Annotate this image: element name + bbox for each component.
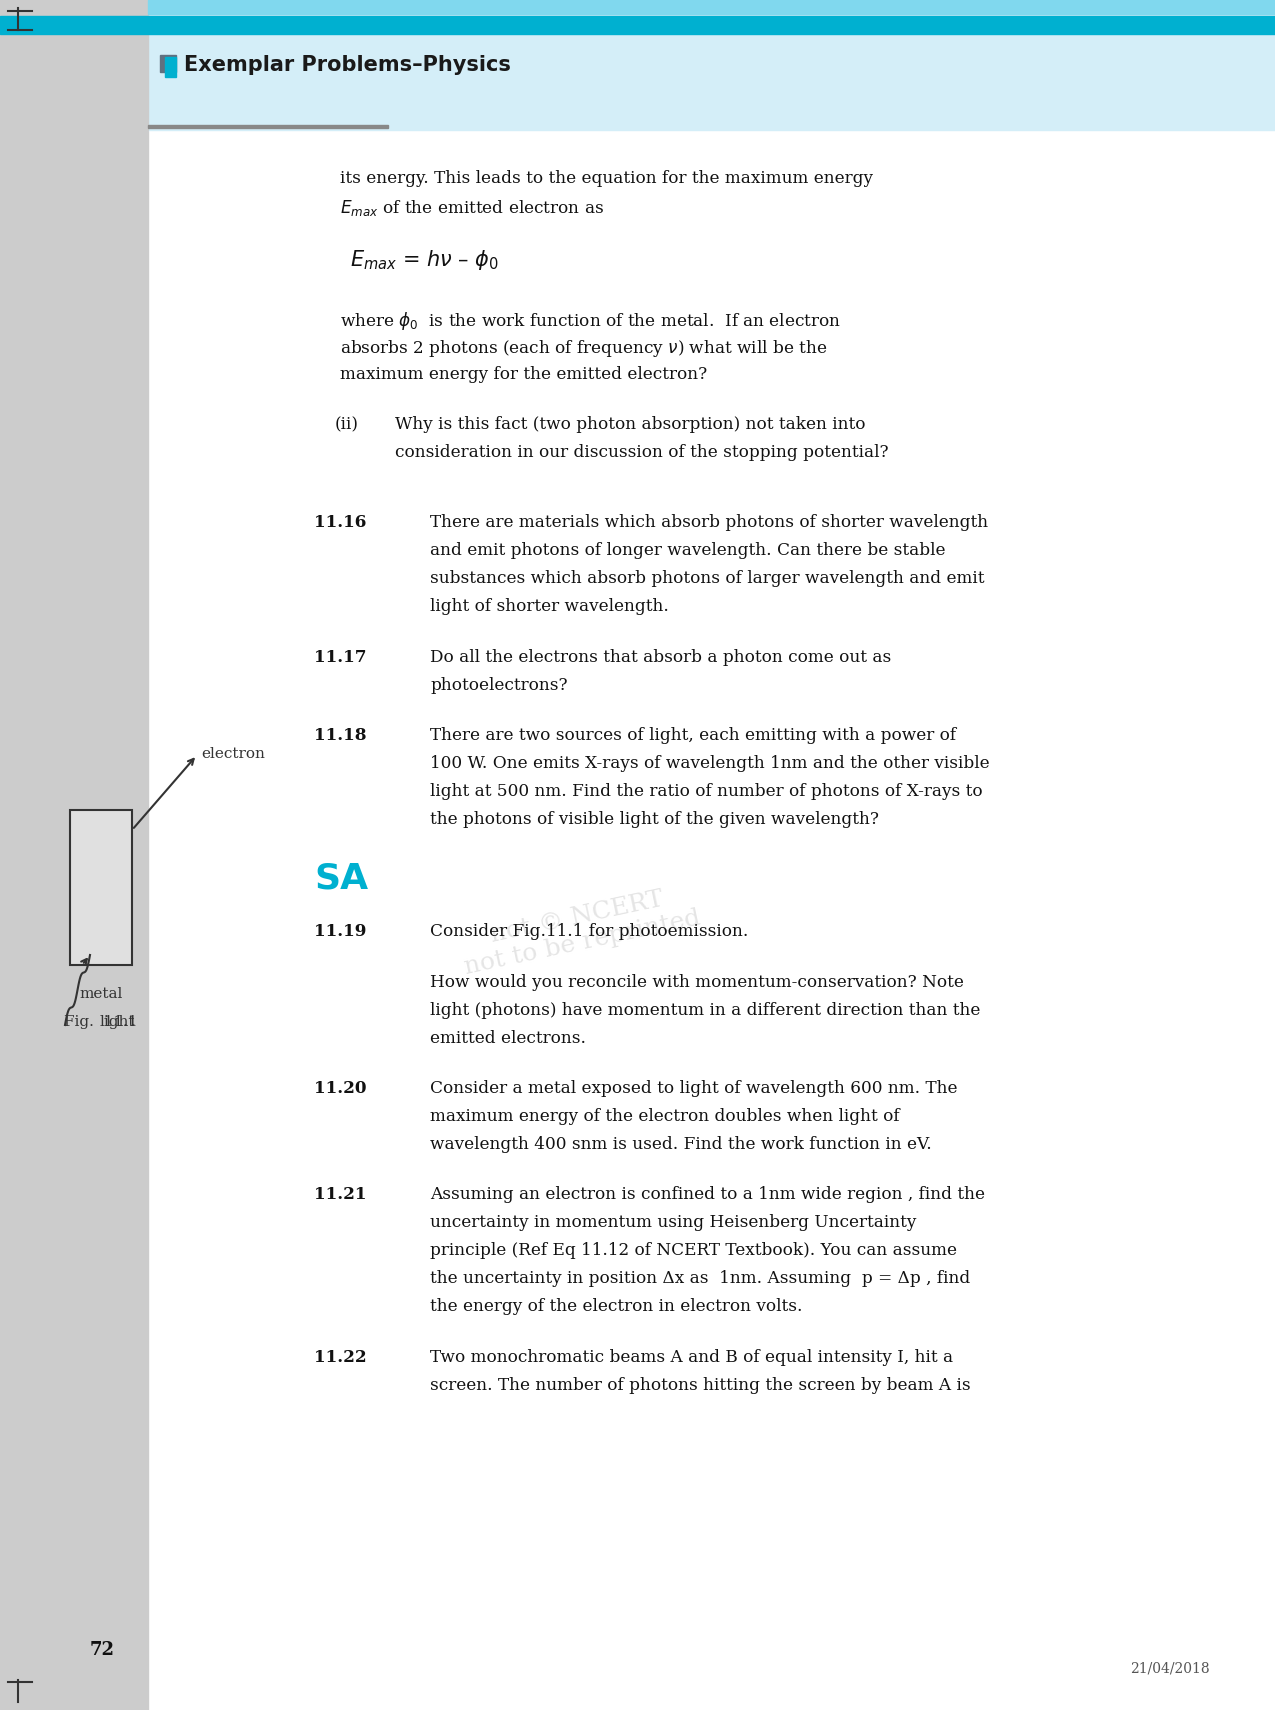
Text: Consider a metal exposed to light of wavelength 600 nm. The: Consider a metal exposed to light of wav…	[430, 1081, 958, 1098]
Text: Assuming an electron is confined to a 1nm wide region , find the: Assuming an electron is confined to a 1n…	[430, 1187, 986, 1204]
Text: Do all the electrons that absorb a photon come out as: Do all the electrons that absorb a photo…	[430, 648, 891, 665]
Text: emitted electrons.: emitted electrons.	[430, 1029, 586, 1047]
Text: Exemplar Problems–Physics: Exemplar Problems–Physics	[184, 55, 511, 75]
Text: 11.22: 11.22	[314, 1349, 367, 1366]
Text: uncertainty in momentum using Heisenberg Uncertainty: uncertainty in momentum using Heisenberg…	[430, 1214, 917, 1231]
Text: 11.16: 11.16	[314, 515, 366, 532]
Text: not © NCERT
not to be reprinted: not © NCERT not to be reprinted	[456, 881, 703, 980]
Bar	[0, 0, 148, 130]
Text: 11.17: 11.17	[314, 648, 366, 665]
Text: photoelectrons?: photoelectrons?	[430, 677, 567, 694]
Text: its energy. This leads to the equation for the maximum energy: its energy. This leads to the equation f…	[340, 169, 873, 186]
Text: the energy of the electron in electron volts.: the energy of the electron in electron v…	[430, 1298, 802, 1315]
Bar	[159, 55, 176, 72]
Text: 11.18: 11.18	[314, 727, 366, 744]
Text: metal: metal	[79, 987, 122, 1000]
Text: There are materials which absorb photons of shorter wavelength: There are materials which absorb photons…	[430, 515, 988, 532]
Text: How would you reconcile with momentum-conservation? Note: How would you reconcile with momentum-co…	[430, 973, 964, 990]
Text: SA: SA	[314, 862, 368, 896]
Text: electron: electron	[201, 747, 265, 761]
Text: principle (Ref Eq 11.12 of NCERT Textbook). You can assume: principle (Ref Eq 11.12 of NCERT Textboo…	[430, 1243, 958, 1259]
Bar	[0, 15, 1275, 34]
Text: maximum energy of the electron doubles when light of: maximum energy of the electron doubles w…	[430, 1108, 900, 1125]
Text: (ii): (ii)	[335, 417, 360, 433]
Text: light (photons) have momentum in a different direction than the: light (photons) have momentum in a diffe…	[430, 1002, 980, 1019]
Text: Two monochromatic beams A and B of equal intensity I, hit a: Two monochromatic beams A and B of equal…	[430, 1349, 954, 1366]
Bar	[148, 0, 1275, 130]
Text: wavelength 400 snm is used. Find the work function in eV.: wavelength 400 snm is used. Find the wor…	[430, 1135, 932, 1153]
Text: light at 500 nm. Find the ratio of number of photons of X-rays to: light at 500 nm. Find the ratio of numbe…	[430, 783, 983, 800]
Bar	[0, 0, 148, 1710]
Text: 100 W. One emits X-rays of wavelength 1nm and the other visible: 100 W. One emits X-rays of wavelength 1n…	[430, 756, 989, 773]
Bar	[148, 0, 1275, 14]
Text: Fig.  11.1: Fig. 11.1	[64, 1016, 138, 1029]
Text: where $\phi_0$  is the work function of the metal.  If an electron: where $\phi_0$ is the work function of t…	[340, 310, 842, 332]
Text: 11.20: 11.20	[314, 1081, 366, 1098]
Bar	[164, 56, 176, 77]
Text: the photons of visible light of the given wavelength?: the photons of visible light of the give…	[430, 811, 878, 828]
Bar	[70, 811, 133, 964]
Text: Consider Fig.11.1 for photoemission.: Consider Fig.11.1 for photoemission.	[430, 923, 748, 941]
Bar	[148, 125, 388, 128]
Text: substances which absorb photons of larger wavelength and emit: substances which absorb photons of large…	[430, 571, 984, 588]
Text: and emit photons of longer wavelength. Can there be stable: and emit photons of longer wavelength. C…	[430, 542, 946, 559]
Text: screen. The number of photons hitting the screen by beam A is: screen. The number of photons hitting th…	[430, 1377, 970, 1394]
Text: maximum energy for the emitted electron?: maximum energy for the emitted electron?	[340, 366, 708, 383]
Text: absorbs 2 photons (each of frequency $\nu$) what will be the: absorbs 2 photons (each of frequency $\n…	[340, 339, 827, 359]
Text: $E_{max}$ = $h\nu$ – $\phi_0$: $E_{max}$ = $h\nu$ – $\phi_0$	[351, 248, 499, 272]
Text: There are two sources of light, each emitting with a power of: There are two sources of light, each emi…	[430, 727, 956, 744]
Text: light: light	[99, 1016, 135, 1029]
Text: consideration in our discussion of the stopping potential?: consideration in our discussion of the s…	[395, 445, 889, 462]
Text: Why is this fact (two photon absorption) not taken into: Why is this fact (two photon absorption)…	[395, 417, 866, 433]
Text: 72: 72	[89, 1642, 115, 1659]
Text: $E_{max}$ of the emitted electron as: $E_{max}$ of the emitted electron as	[340, 198, 604, 217]
Text: light of shorter wavelength.: light of shorter wavelength.	[430, 598, 669, 616]
Text: 11.19: 11.19	[314, 923, 366, 941]
Text: 11.21: 11.21	[314, 1187, 366, 1204]
Text: 21/04/2018: 21/04/2018	[1131, 1660, 1210, 1676]
Text: the uncertainty in position Δx as  1nm. Assuming  p = Δp , find: the uncertainty in position Δx as 1nm. A…	[430, 1271, 970, 1288]
